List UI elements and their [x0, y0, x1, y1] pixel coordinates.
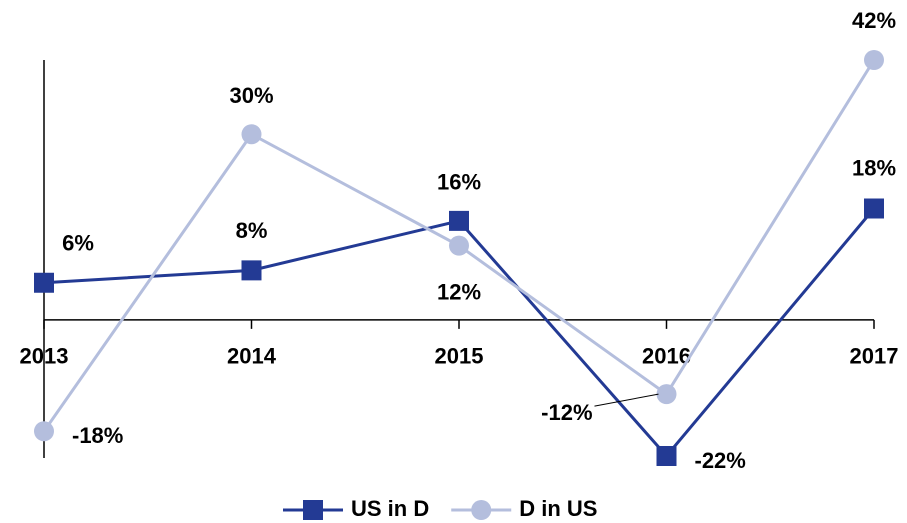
data-label: 18% [852, 155, 896, 180]
marker [241, 124, 262, 145]
marker [34, 272, 54, 293]
leader-line [594, 393, 659, 407]
x-tick-label: 2013 [20, 344, 69, 369]
data-label: -18% [72, 423, 123, 448]
marker [241, 260, 262, 281]
legend-marker [471, 500, 492, 520]
data-label: 42% [852, 8, 896, 33]
data-label: -22% [695, 448, 746, 473]
data-label: 6% [62, 231, 94, 256]
marker [449, 210, 469, 231]
legend-marker [303, 500, 323, 520]
data-label: 16% [437, 170, 481, 195]
marker [864, 198, 884, 219]
legend-label: D in US [519, 496, 597, 521]
data-label: 12% [437, 279, 481, 304]
marker [864, 50, 884, 70]
data-label: 8% [236, 218, 268, 243]
marker [34, 421, 54, 442]
data-label: 30% [229, 83, 273, 108]
marker [656, 384, 677, 405]
x-tick-label: 2014 [227, 344, 277, 369]
x-tick-label: 2016 [642, 344, 691, 369]
x-tick-label: 2017 [850, 344, 899, 369]
marker [449, 235, 469, 256]
data-label: -12% [541, 400, 592, 425]
marker [656, 446, 677, 466]
x-tick-label: 2015 [435, 344, 484, 369]
legend-label: US in D [351, 496, 429, 521]
